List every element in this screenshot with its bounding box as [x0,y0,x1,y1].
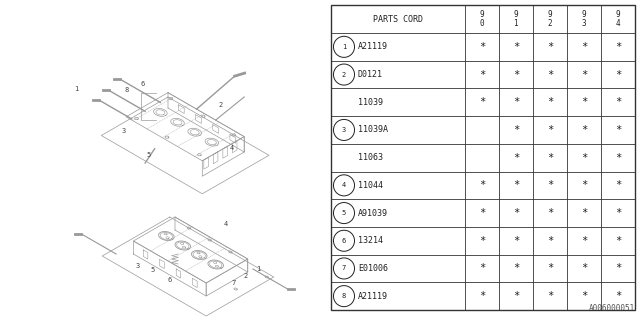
Text: *: * [513,153,519,163]
Circle shape [333,230,355,251]
Text: 3: 3 [342,127,346,133]
Text: *: * [615,263,621,274]
Circle shape [333,175,355,196]
Text: 5: 5 [342,210,346,216]
Text: 3: 3 [121,128,125,134]
Text: 2: 2 [342,72,346,77]
Text: A91039: A91039 [358,209,388,218]
Text: 5: 5 [150,267,155,273]
Text: 8: 8 [342,293,346,299]
Text: *: * [513,125,519,135]
Text: *: * [581,125,587,135]
Text: *: * [615,125,621,135]
Text: *: * [581,236,587,246]
Text: *: * [615,180,621,190]
Text: PARTS CORD: PARTS CORD [373,14,423,23]
Text: *: * [615,208,621,218]
Text: 3: 3 [135,263,140,269]
Text: 9
4: 9 4 [616,10,620,28]
Text: *: * [547,180,553,190]
Text: *: * [581,263,587,274]
Text: *: * [547,236,553,246]
Circle shape [333,258,355,279]
Text: *: * [615,291,621,301]
Text: *: * [615,97,621,107]
Text: 4: 4 [342,182,346,188]
Text: A21119: A21119 [358,42,388,51]
Text: *: * [547,153,553,163]
Text: 8: 8 [125,87,129,93]
Text: 9
1: 9 1 [513,10,518,28]
Text: *: * [547,97,553,107]
Circle shape [333,119,355,140]
Text: 9
0: 9 0 [479,10,484,28]
Text: *: * [547,291,553,301]
Text: A006000051: A006000051 [589,304,635,313]
Text: *: * [479,263,485,274]
Text: 4: 4 [230,145,234,151]
Text: *: * [547,69,553,80]
Text: *: * [581,180,587,190]
Text: 1: 1 [74,85,78,92]
Text: *: * [479,208,485,218]
Text: 11063: 11063 [358,153,383,162]
Text: *: * [581,153,587,163]
Text: 6: 6 [168,277,172,283]
Text: *: * [615,69,621,80]
Text: 13214: 13214 [358,236,383,245]
Circle shape [333,203,355,224]
Circle shape [333,36,355,57]
Text: *: * [581,291,587,301]
Text: A21119: A21119 [358,292,388,301]
Text: 6: 6 [141,81,145,87]
Text: E01006: E01006 [358,264,388,273]
Text: 1: 1 [256,266,260,272]
Text: *: * [513,263,519,274]
Text: 9
2: 9 2 [548,10,552,28]
Bar [331,5,635,310]
Text: *: * [479,97,485,107]
Text: *: * [479,69,485,80]
Text: 2: 2 [244,273,248,279]
Text: *: * [547,263,553,274]
Text: *: * [479,42,485,52]
Text: *: * [479,291,485,301]
Text: D0121: D0121 [358,70,383,79]
Text: 1: 1 [342,44,346,50]
Text: 2: 2 [219,102,223,108]
Text: *: * [547,42,553,52]
Text: 7: 7 [232,280,236,286]
Text: *: * [581,69,587,80]
Text: 11039: 11039 [358,98,383,107]
Text: *: * [615,236,621,246]
Text: *: * [615,153,621,163]
Text: *: * [581,97,587,107]
Text: *: * [547,208,553,218]
Text: 4: 4 [224,221,228,227]
Circle shape [333,286,355,307]
Text: 9
3: 9 3 [582,10,586,28]
Circle shape [333,64,355,85]
Text: 5: 5 [147,152,151,158]
Text: *: * [513,208,519,218]
Text: *: * [479,236,485,246]
Text: *: * [513,236,519,246]
Text: 11039A: 11039A [358,125,388,134]
Text: *: * [581,208,587,218]
Text: 11044: 11044 [358,181,383,190]
Text: 7: 7 [342,266,346,271]
Text: *: * [513,180,519,190]
Text: *: * [513,69,519,80]
Text: *: * [513,97,519,107]
Text: 6: 6 [342,238,346,244]
Text: *: * [581,42,587,52]
Text: *: * [513,291,519,301]
Text: *: * [547,125,553,135]
Text: *: * [479,180,485,190]
Text: *: * [615,42,621,52]
Text: *: * [513,42,519,52]
